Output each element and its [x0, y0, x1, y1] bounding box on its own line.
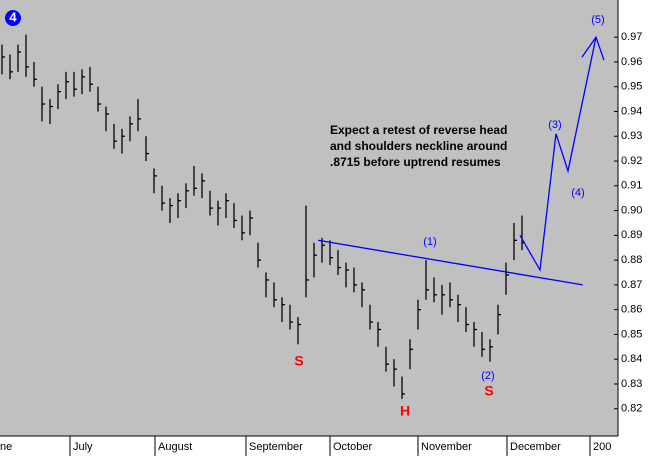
pattern-label: H [400, 403, 410, 419]
x-tick-label: December [510, 441, 561, 453]
x-tick-label: 200 [593, 441, 611, 453]
y-tick-label: 0.95 [621, 81, 642, 93]
y-tick-label: 0.97 [621, 31, 642, 43]
y-tick-label: 0.83 [621, 378, 642, 390]
y-tick-label: 0.82 [621, 403, 642, 415]
y-tick-label: 0.89 [621, 229, 642, 241]
y-tick-label: 0.93 [621, 130, 642, 142]
plot-area [0, 0, 618, 436]
y-tick-label: 0.85 [621, 328, 642, 340]
x-tick-label: October [333, 441, 372, 453]
projection-path [519, 37, 597, 273]
annotation: and shoulders neckline around [330, 139, 507, 153]
y-tick-label: 0.91 [621, 180, 642, 192]
wave-label: (3) [548, 119, 561, 131]
y-tick-label: 0.94 [621, 105, 642, 117]
y-tick-label: 0.92 [621, 155, 642, 167]
wave-label: (4) [571, 187, 584, 199]
y-tick-label: 0.87 [621, 279, 642, 291]
x-tick-label: July [73, 441, 93, 453]
wave-label: (5) [591, 14, 604, 26]
y-tick-label: 0.86 [621, 304, 642, 316]
x-tick-label: ne [0, 441, 12, 453]
wave-badge-circle [5, 10, 21, 26]
wave-label: (1) [423, 236, 436, 248]
x-tick-label: August [158, 441, 192, 453]
x-tick-label: September [249, 441, 303, 453]
x-tick-label: November [421, 441, 472, 453]
neckline [317, 239, 583, 286]
y-tick-label: 0.88 [621, 254, 642, 266]
arrow-head [581, 35, 605, 61]
pattern-label: S [484, 383, 493, 399]
pattern-label: S [294, 353, 303, 369]
annotation: Expect a retest of reverse head [330, 123, 507, 137]
y-tick-label: 0.90 [621, 204, 642, 216]
y-tick-label: 0.96 [621, 56, 642, 68]
wave-label: (2) [481, 370, 494, 382]
y-tick-label: 0.84 [621, 353, 642, 365]
wave-badge: 4 [9, 9, 17, 24]
annotation: .8715 before uptrend resumes [330, 155, 501, 169]
